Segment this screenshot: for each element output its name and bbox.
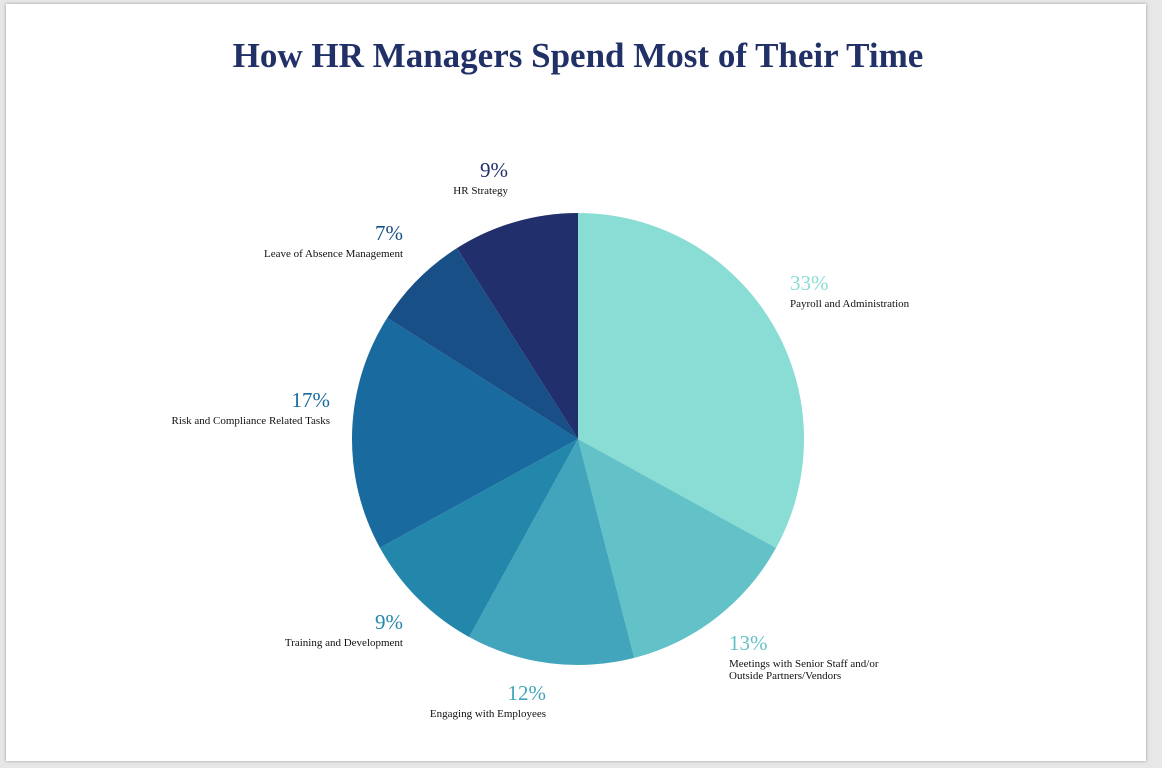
- slice-category-label: Meetings with Senior Staff and/or Outside…: [729, 658, 879, 682]
- slice-category-label: Engaging with Employees: [430, 708, 546, 720]
- pie-slice: [379, 439, 578, 638]
- pie-slice: [578, 213, 805, 548]
- slice-category-label: Leave of Absence Management: [264, 248, 403, 260]
- pie-slice: [387, 248, 578, 439]
- slice-percent-label: 12%: [508, 681, 547, 705]
- pie-slice: [456, 212, 578, 439]
- pie-slice: [351, 317, 578, 548]
- slice-category-label: Payroll and Administration: [790, 298, 910, 310]
- slice-percent-label: 9%: [375, 610, 403, 634]
- slice-category-label: Risk and Compliance Related Tasks: [171, 415, 330, 427]
- pie-labels: 33% Payroll and Administration 13% Meetings…: [171, 158, 909, 720]
- pie-slice: [469, 439, 635, 666]
- slice-percent-label: 13%: [729, 631, 768, 655]
- slice-percent-label: 17%: [292, 388, 331, 412]
- pie-slices: [351, 212, 805, 666]
- pie-slice: [578, 439, 777, 658]
- slice-percent-label: 9%: [480, 158, 508, 182]
- slice-category-label: HR Strategy: [453, 185, 508, 197]
- slice-percent-label: 33%: [790, 271, 829, 295]
- slice-percent-label: 7%: [375, 221, 403, 245]
- chart-title: How HR Managers Spend Most of Their Time: [232, 36, 924, 75]
- slice-category-label: Training and Development: [285, 637, 403, 649]
